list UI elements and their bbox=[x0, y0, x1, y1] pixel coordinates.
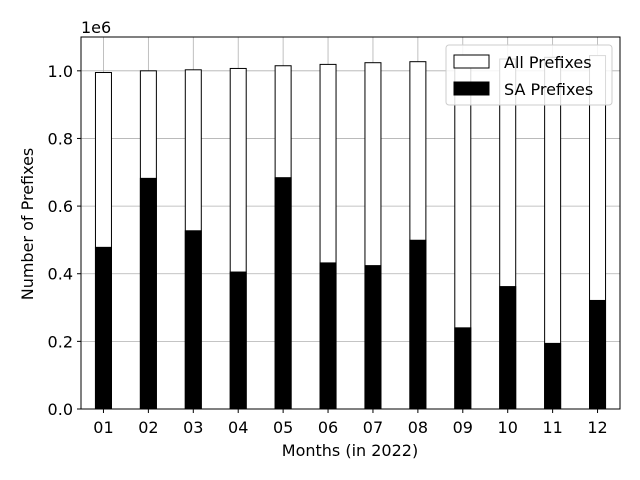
x-tick-label: 11 bbox=[542, 418, 562, 437]
legend-swatch-sa-prefixes bbox=[453, 81, 490, 96]
bar-sa-prefixes bbox=[589, 299, 607, 410]
bar-sa-prefixes bbox=[454, 327, 472, 410]
bar-sa-prefixes bbox=[364, 265, 382, 410]
legend: All Prefixes SA Prefixes bbox=[445, 44, 613, 106]
bar-sa-prefixes bbox=[229, 271, 247, 410]
x-tick-label: 02 bbox=[138, 418, 158, 437]
x-tick-label: 07 bbox=[363, 418, 383, 437]
axes-group: 0.0 0.2 0.4 0.6 0.8 1.0 01 02 03 04 05 06 07 08 09 10 11… bbox=[48, 36, 621, 437]
legend-label-sa-prefixes: SA Prefixes bbox=[504, 80, 593, 99]
y-tick-label: 1.0 bbox=[48, 62, 73, 81]
plot-frame bbox=[80, 36, 621, 410]
legend-label-all-prefixes: All Prefixes bbox=[504, 53, 592, 72]
x-tick-label: 04 bbox=[228, 418, 248, 437]
x-tick-label: 05 bbox=[273, 418, 293, 437]
bar-sa-prefixes bbox=[544, 342, 562, 410]
x-tick-label: 12 bbox=[587, 418, 607, 437]
y-offset-text: 1e6 bbox=[81, 18, 111, 37]
bar-sa-prefixes bbox=[274, 177, 292, 410]
x-tick-label: 06 bbox=[318, 418, 338, 437]
y-tick-label: 0.6 bbox=[48, 197, 73, 216]
y-tick-label: 0.8 bbox=[48, 129, 73, 148]
x-tick-label: 01 bbox=[93, 418, 113, 437]
bar-sa-prefixes bbox=[319, 262, 337, 410]
y-tick-label: 0.4 bbox=[48, 265, 73, 284]
x-tick-label: 10 bbox=[498, 418, 518, 437]
bar-sa-prefixes bbox=[139, 177, 157, 410]
x-tick-label: 03 bbox=[183, 418, 203, 437]
y-tick-label: 0.2 bbox=[48, 332, 73, 351]
legend-swatch-all-prefixes bbox=[453, 54, 490, 69]
y-tick-label: 0.0 bbox=[48, 400, 73, 419]
x-tick-label: 09 bbox=[453, 418, 473, 437]
bar-sa-prefixes bbox=[184, 230, 202, 410]
bar-sa-prefixes bbox=[499, 286, 517, 410]
x-tick-label: 08 bbox=[408, 418, 428, 437]
y-axis-label: Number of Prefixes bbox=[18, 148, 37, 301]
x-axis-label: Months (in 2022) bbox=[282, 441, 418, 460]
bar-sa-prefixes bbox=[409, 239, 427, 410]
bar-sa-prefixes bbox=[94, 246, 112, 410]
